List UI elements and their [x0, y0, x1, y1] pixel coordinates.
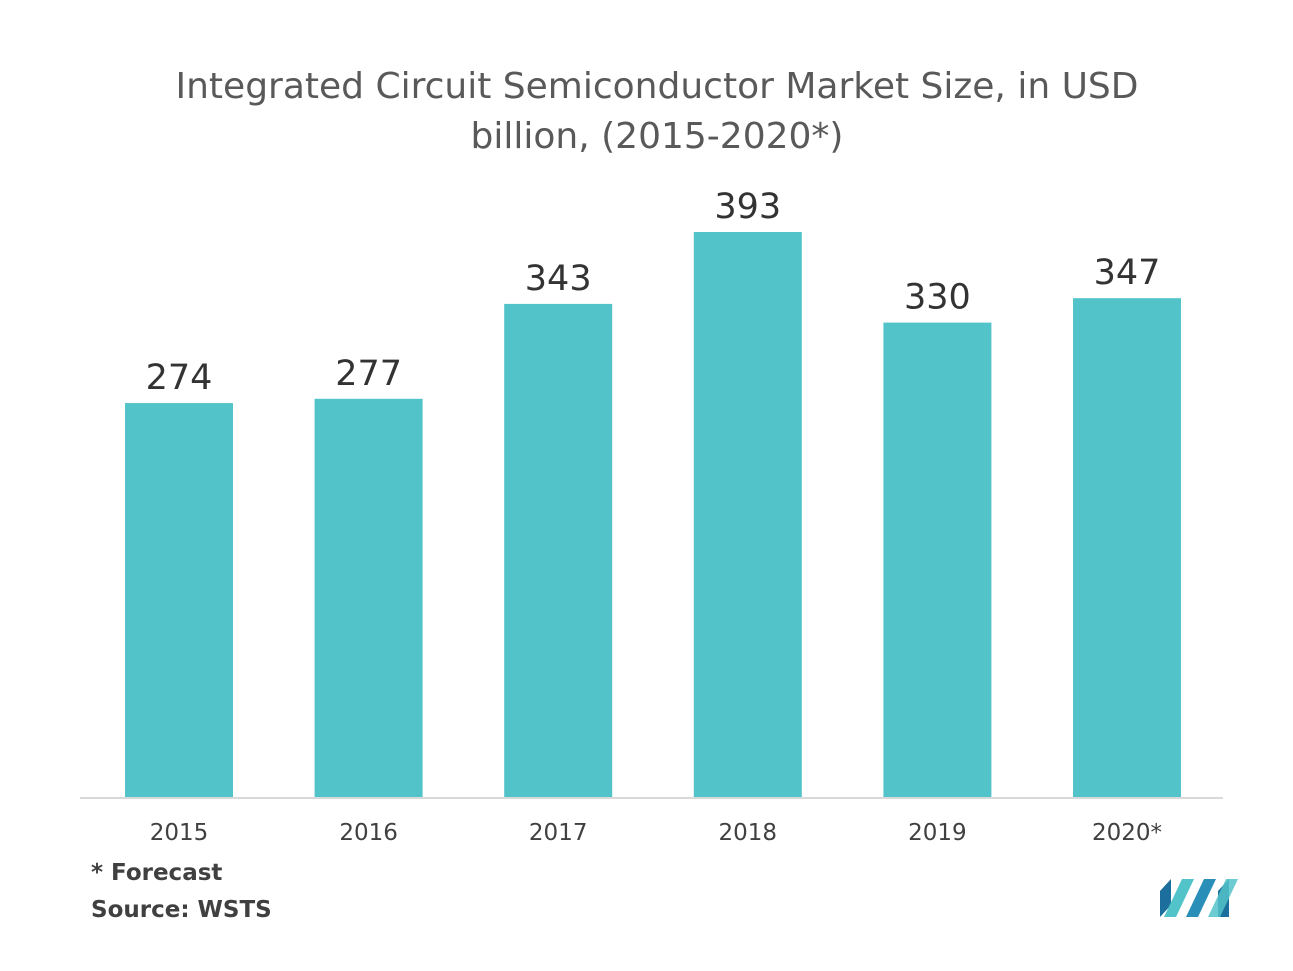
x-tick-label-2020-forecast: 2020* [1092, 820, 1162, 846]
forecast-footnote: * Forecast [91, 860, 223, 886]
logo-right-diagonal [1208, 879, 1238, 917]
chart-title: Integrated Circuit Semiconductor Market … [100, 62, 1214, 162]
x-tick-label-2018: 2018 [719, 820, 778, 846]
bar-2015 [125, 403, 233, 797]
chart-title-line-2: billion, (2015-2020*) [470, 116, 844, 157]
bar-2018 [693, 232, 802, 797]
logo-left-diagonal [1164, 879, 1194, 917]
chart-title-line-1: Integrated Circuit Semiconductor Market … [175, 66, 1139, 107]
bar-chart: 274 2015 277 2016 343 2017 393 2018 330 2019 347 20… [80, 187, 1223, 846]
data-label-2017: 343 [525, 259, 592, 299]
data-label-2020-forecast: 347 [1094, 253, 1161, 293]
logo-mid-diagonal [1186, 879, 1216, 917]
bars-layer: 274 2015 277 2016 343 2017 393 2018 330 2019 347 20… [125, 187, 1181, 846]
logo-left-stripe [1160, 879, 1171, 917]
x-tick-label-2017: 2017 [529, 820, 588, 846]
source-footnote: Source: WSTS [91, 897, 272, 923]
x-tick-label-2015: 2015 [150, 820, 209, 846]
x-tick-label-2019: 2019 [908, 820, 967, 846]
data-label-2015: 274 [146, 358, 213, 398]
bar-2017 [504, 303, 613, 797]
mordor-intelligence-logo-icon [1160, 879, 1238, 917]
bar-2016 [314, 398, 423, 797]
bar-2019 [883, 322, 992, 797]
data-label-2019: 330 [904, 278, 971, 318]
x-tick-label-2016: 2016 [339, 820, 398, 846]
data-label-2018: 393 [714, 187, 781, 227]
data-label-2016: 277 [335, 354, 402, 394]
bar-2020-forecast [1073, 298, 1181, 797]
